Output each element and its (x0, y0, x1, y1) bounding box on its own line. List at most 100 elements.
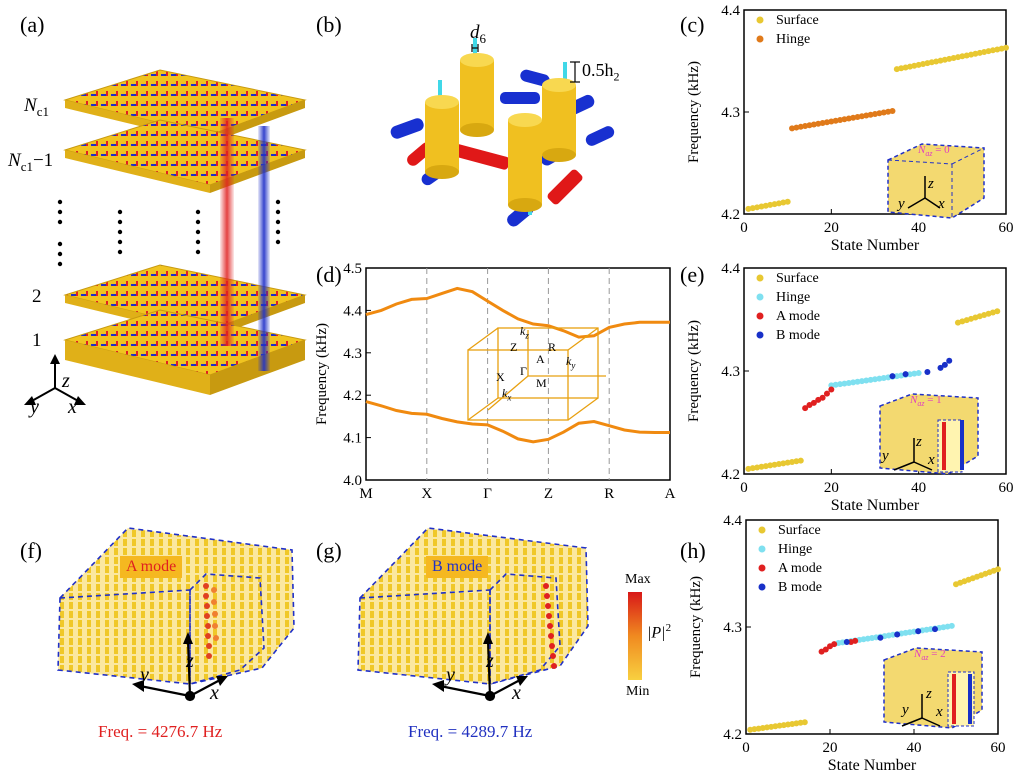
data-point (915, 370, 922, 377)
data-point (994, 308, 1001, 315)
x-tick-label: 60 (999, 480, 1014, 496)
red-hinge-beam (220, 118, 234, 346)
y-tick-label: 4.4 (721, 261, 740, 277)
y-axis-label: Frequency (kHz) (688, 576, 704, 678)
y-tick-label: 4.5 (343, 261, 362, 277)
layer-label-Nc1-minus-1: Nc1−1 (8, 150, 54, 174)
data-point (852, 637, 859, 644)
panel-a-illustration (24, 69, 307, 405)
inset-axis-z-e: z (916, 434, 922, 450)
axis-label-z-a: z (62, 370, 70, 392)
data-point (784, 198, 791, 205)
data-point (797, 457, 804, 464)
y-tick-label: 4.4 (343, 303, 362, 319)
y-tick-label: 4.0 (343, 473, 362, 489)
x-tick-label: 40 (907, 740, 922, 756)
panel-label-e: (e) (680, 262, 705, 287)
inset-axis-y-c: y (898, 196, 905, 212)
axis-label-z-f: z (186, 650, 194, 672)
legend-marker (756, 293, 764, 301)
inset-cube-c (887, 143, 985, 219)
legend-marker (756, 312, 764, 320)
b-mode-tag: B mode (426, 556, 489, 578)
data-point (828, 386, 835, 393)
x-tick-label: Z (544, 486, 553, 502)
inset-label-h: Naz = 2 (914, 648, 946, 663)
legend-marker (756, 16, 764, 24)
bz-X: X (496, 370, 505, 384)
x-axis-label: State Number (831, 497, 920, 514)
inset-axis-x-e: x (928, 452, 935, 468)
x-tick-label: 0 (740, 220, 748, 236)
data-point (823, 390, 830, 397)
legend-marker (758, 545, 766, 553)
axis-label-y-g: y (446, 664, 455, 686)
panel-label-a: (a) (20, 12, 45, 37)
x-tick-label: 20 (824, 220, 839, 236)
inset-label-e: Naz = 1 (910, 394, 942, 409)
x-tick-label: 0 (742, 740, 750, 756)
legend-label: A mode (776, 309, 820, 324)
y-tick-label: 4.4 (721, 3, 740, 19)
a-mode-tag: A mode (120, 556, 183, 578)
data-point (810, 399, 817, 406)
x-tick-label: 20 (823, 740, 838, 756)
panel-label-b: (b) (316, 12, 342, 37)
legend-label: Hinge (778, 542, 812, 557)
inset-label-c: Naz = 0 (918, 144, 950, 159)
y-tick-label: 4.4 (723, 513, 742, 529)
data-point (819, 394, 826, 401)
legend-marker (758, 564, 766, 572)
freq-a-label: Freq. = 4276.7 Hz (98, 722, 223, 741)
inset-axis-y-e: y (882, 448, 889, 464)
inset-cube-e (879, 393, 979, 475)
data-point (946, 357, 953, 364)
bz-kz: kz (520, 324, 529, 341)
data-point (941, 361, 948, 368)
y-tick-label: 4.1 (343, 431, 362, 447)
axis-label-y-f: y (140, 664, 149, 686)
colorbar-max: Max (625, 572, 651, 587)
axis-label-x-g: x (512, 682, 521, 704)
x-tick-label: X (421, 486, 432, 502)
panel-label-d: (d) (316, 262, 342, 287)
axis-label-x-f: x (210, 682, 219, 704)
bz-A: A (536, 352, 545, 366)
data-point (894, 631, 901, 638)
y-tick-label: 4.2 (721, 207, 740, 223)
band-line (365, 286, 670, 339)
legend-marker (756, 331, 764, 339)
data-point (889, 107, 896, 114)
y-tick-label: 4.3 (723, 620, 742, 636)
layer-label-Nc1: Nc1 (24, 95, 49, 119)
data-point (937, 364, 944, 371)
y-tick-label: 4.3 (721, 105, 740, 121)
inset-axis-z-h: z (926, 686, 932, 702)
x-tick-label: 20 (824, 480, 839, 496)
data-point (924, 369, 931, 376)
legend-label: Surface (776, 13, 819, 28)
legend-label: B mode (776, 328, 820, 343)
panel-label-g: (g) (316, 538, 342, 563)
data-point (915, 628, 922, 635)
colorbar-quantity: |P|2 (647, 622, 672, 642)
data-point (801, 719, 808, 726)
panel-g-illustration (357, 527, 589, 702)
layer-label-1: 1 (32, 330, 42, 351)
layer-1 (63, 309, 307, 395)
bz-inset (467, 327, 606, 421)
x-axis-label: State Number (831, 237, 920, 254)
freq-b-label: Freq. = 4289.7 Hz (408, 722, 533, 741)
inset-axis-z-c: z (928, 176, 934, 192)
y-axis-label: Frequency (kHz) (316, 323, 330, 425)
colorbar-min: Min (626, 684, 650, 699)
axis-label-y-a: y (30, 396, 39, 418)
bz-M: M (536, 376, 547, 390)
data-point (902, 371, 909, 378)
legend-marker (756, 35, 764, 43)
x-tick-label: Γ (483, 486, 492, 502)
layer-label-2: 2 (32, 286, 42, 307)
panel-b-unit-cell (390, 38, 615, 227)
x-tick-label: 40 (911, 220, 926, 236)
bz-R: R (548, 340, 557, 354)
